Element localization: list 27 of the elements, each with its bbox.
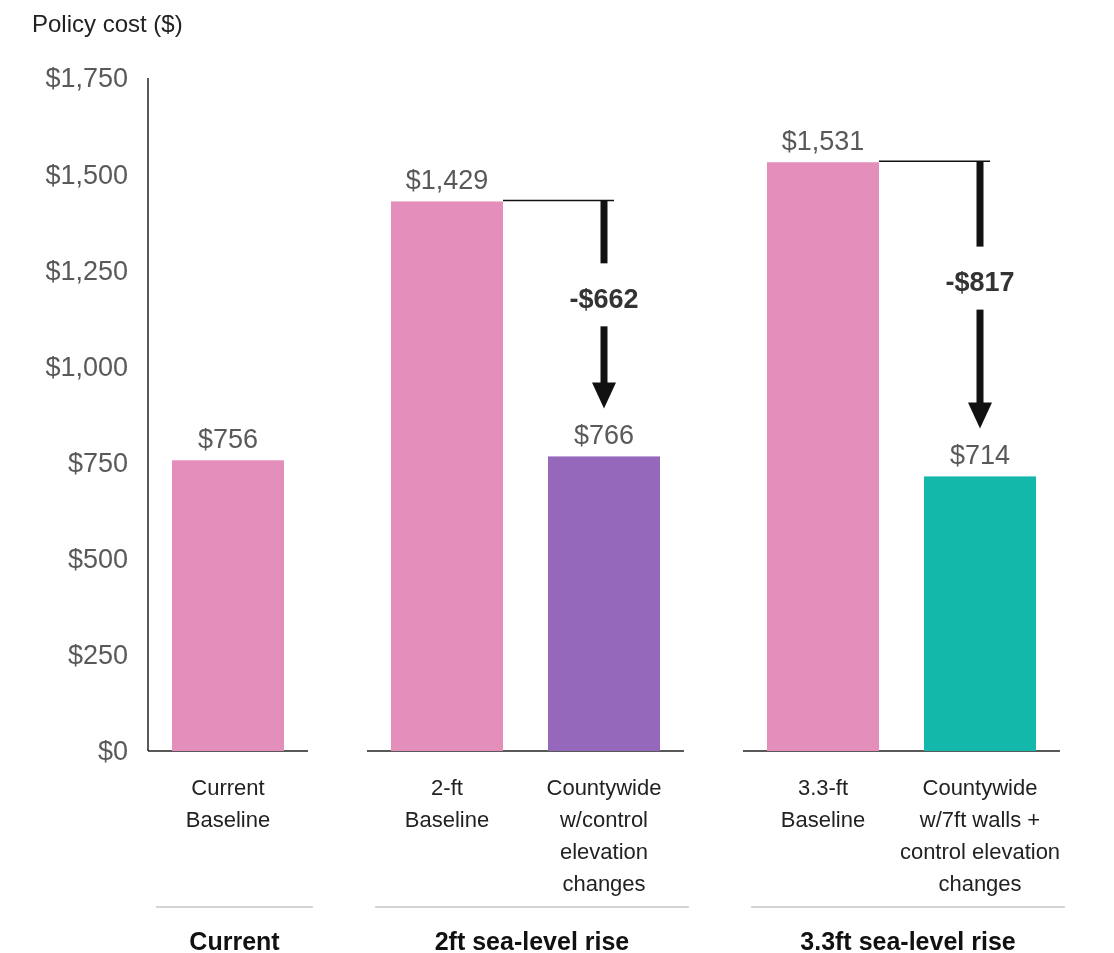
x-tick-label: Current Baseline [185,775,271,832]
x-tick-label: 2-ft Baseline [404,775,490,832]
data-label: $756 [197,424,259,455]
x-tick-label: Countywide w/control elevation changes [546,775,662,896]
y-tick-label: $1,500 [45,159,128,190]
y-tick-label: $0 [97,736,128,767]
annotation: -$817 [945,267,1015,298]
bar [172,460,284,751]
y-tick-label: $1,750 [45,63,128,94]
data-label: $766 [573,420,635,451]
data-label: $1,429 [405,165,489,196]
bar [924,476,1036,751]
y-tick-label: $1,250 [45,255,128,286]
annotation: -$662 [569,283,639,314]
text: Current [189,927,281,953]
y-axis-title: Policy cost ($) [32,10,183,37]
y-tick-label: $250 [67,640,128,671]
y-tick-label: $1,000 [45,351,128,382]
data-label: $714 [949,440,1011,471]
text: 3.3ft sea-level rise [800,927,1016,953]
text: 2ft sea-level rise [434,927,630,953]
y-tick-label: $750 [67,448,128,479]
x-tick-label: 3.3-ft Baseline [780,775,866,832]
data-label: $1,531 [781,126,865,157]
y-tick-label: $500 [67,544,128,575]
x-tick-label: Countywide w/7ft walls + control elevation changes [899,775,1061,896]
bar [548,456,660,751]
